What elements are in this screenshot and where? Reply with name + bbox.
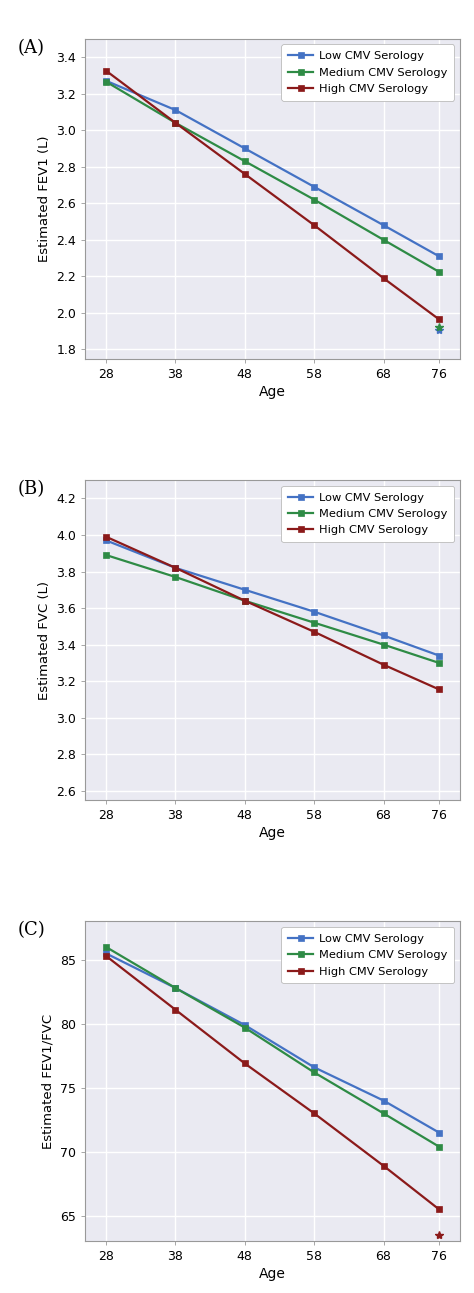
Medium CMV Serology [173,115,178,131]
Low CMV Serology [103,74,109,89]
High CMV Serology [311,625,317,640]
Line: Medium CMV Serology: Medium CMV Serology [103,552,442,666]
Y-axis label: Estimated FVC (L): Estimated FVC (L) [38,581,51,700]
High CMV Serology [436,1201,442,1217]
Low CMV Serology [173,980,178,996]
Medium CMV Serology [311,1064,317,1080]
Low CMV Serology [103,533,109,548]
Medium CMV Serology [436,656,442,671]
Medium CMV Serology [436,1139,442,1155]
Text: (C): (C) [18,922,46,940]
Medium CMV Serology [173,569,178,584]
Medium CMV Serology [381,1106,386,1121]
Line: High CMV Serology: High CMV Serology [103,533,442,693]
Medium CMV Serology [242,1020,247,1036]
High CMV Serology [173,1002,178,1018]
Low CMV Serology [173,102,178,118]
Medium CMV Serology [103,74,109,89]
Low CMV Serology [381,217,386,233]
X-axis label: Age: Age [259,1267,286,1281]
Low CMV Serology [311,604,317,619]
Line: Medium CMV Serology: Medium CMV Serology [103,944,442,1149]
Medium CMV Serology [381,637,386,653]
High CMV Serology [173,560,178,575]
High CMV Serology [381,1159,386,1174]
High CMV Serology [436,312,442,327]
High CMV Serology [173,115,178,131]
Low CMV Serology [311,178,317,194]
High CMV Serology [103,529,109,544]
Medium CMV Serology [311,191,317,207]
Low CMV Serology [436,248,442,264]
Legend: Low CMV Serology, Medium CMV Serology, High CMV Serology: Low CMV Serology, Medium CMV Serology, H… [281,927,454,984]
Medium CMV Serology [381,231,386,247]
Legend: Low CMV Serology, Medium CMV Serology, High CMV Serology: Low CMV Serology, Medium CMV Serology, H… [281,486,454,542]
Legend: Low CMV Serology, Medium CMV Serology, High CMV Serology: Low CMV Serology, Medium CMV Serology, H… [281,44,454,101]
Medium CMV Serology [103,939,109,954]
Text: (A): (A) [18,39,45,57]
X-axis label: Age: Age [259,826,286,840]
Medium CMV Serology [242,154,247,169]
Y-axis label: Estimated FEV1 (L): Estimated FEV1 (L) [38,136,51,262]
Low CMV Serology [436,1125,442,1140]
Low CMV Serology [436,648,442,663]
Line: Low CMV Serology: Low CMV Serology [103,950,442,1137]
Line: High CMV Serology: High CMV Serology [103,953,442,1213]
Low CMV Serology [242,141,247,156]
Low CMV Serology [242,1018,247,1033]
Medium CMV Serology [103,547,109,562]
High CMV Serology [311,1106,317,1121]
Low CMV Serology [381,627,386,643]
Line: High CMV Serology: High CMV Serology [103,67,442,323]
Line: Low CMV Serology: Low CMV Serology [103,537,442,659]
Medium CMV Serology [242,593,247,609]
Y-axis label: Estimated FEV1/FVC: Estimated FEV1/FVC [42,1014,55,1149]
Line: Low CMV Serology: Low CMV Serology [103,78,442,260]
Low CMV Serology [311,1059,317,1074]
Low CMV Serology [242,582,247,597]
High CMV Serology [103,63,109,79]
High CMV Serology [242,167,247,182]
High CMV Serology [242,593,247,609]
Line: Medium CMV Serology: Medium CMV Serology [103,79,442,275]
High CMV Serology [436,681,442,697]
High CMV Serology [381,657,386,672]
High CMV Serology [242,1055,247,1071]
Low CMV Serology [103,945,109,961]
Medium CMV Serology [311,615,317,631]
Text: (B): (B) [18,480,45,498]
Low CMV Serology [173,560,178,575]
Low CMV Serology [381,1093,386,1108]
High CMV Serology [103,948,109,963]
High CMV Serology [311,217,317,233]
Medium CMV Serology [173,980,178,996]
Medium CMV Serology [436,264,442,279]
High CMV Serology [381,270,386,286]
X-axis label: Age: Age [259,385,286,398]
